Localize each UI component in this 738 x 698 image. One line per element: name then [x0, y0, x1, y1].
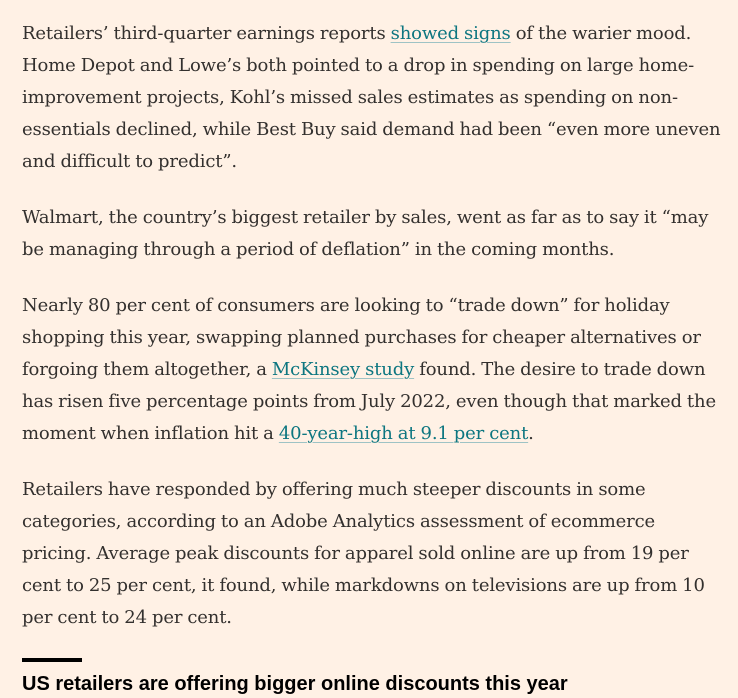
inflation-high-link[interactable]: 40-year-high at 9.1 per cent	[278, 423, 529, 444]
paragraph-walmart: Walmart, the country’s biggest retailer …	[22, 202, 722, 266]
chart-top-rule	[22, 658, 82, 662]
chart-title: US retailers are offering bigger online …	[22, 673, 568, 695]
paragraph-text: found. The desire to trade down has rise…	[22, 359, 716, 444]
paragraph-text: Retailers have responded by offering muc…	[22, 479, 705, 628]
mckinsey-study-link[interactable]: McKinsey study	[271, 359, 415, 380]
article-body: Retailers’ third-quarter earnings report…	[22, 18, 722, 634]
paragraph-discounts: Retailers have responded by offering muc…	[22, 474, 722, 634]
paragraph-trade-down: Nearly 80 per cent of consumers are look…	[22, 290, 722, 450]
paragraph-text: Walmart, the country’s biggest retailer …	[22, 207, 709, 260]
paragraph-text: Nearly 80 per cent of consumers are look…	[22, 295, 701, 380]
showed-signs-link[interactable]: showed signs	[390, 23, 511, 44]
paragraph-earnings: Retailers’ third-quarter earnings report…	[22, 18, 722, 178]
paragraph-text: of the warier mood. Home Depot and Lowe’…	[22, 23, 721, 172]
paragraph-text: .	[528, 423, 534, 444]
paragraph-text: Retailers’ third-quarter earnings report…	[22, 23, 391, 44]
